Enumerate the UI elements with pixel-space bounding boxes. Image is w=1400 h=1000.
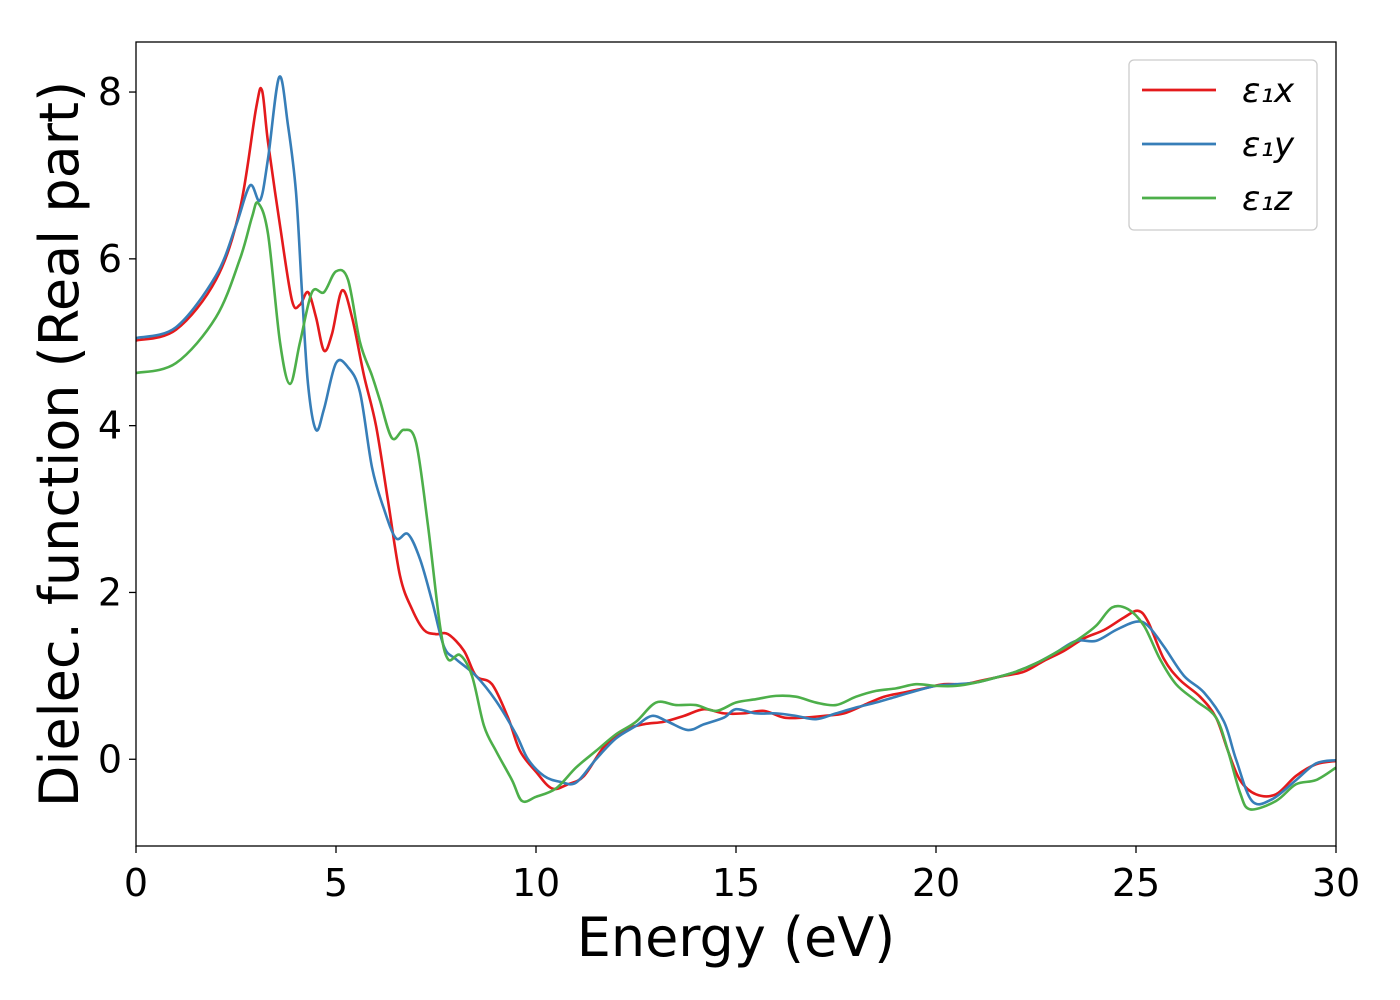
y-tick-label: 4 (98, 404, 122, 448)
legend-label-2: ε₁z (1242, 179, 1293, 219)
y-tick-label: 8 (98, 70, 122, 114)
legend-label-0: ε₁x (1242, 71, 1295, 111)
x-tick-label: 20 (912, 861, 960, 905)
series-line-0 (135, 86, 1337, 798)
x-tick-label: 25 (1112, 861, 1160, 905)
y-tick-label: 0 (98, 737, 122, 781)
x-tick-label: 10 (512, 861, 560, 905)
series-line-1 (135, 75, 1337, 806)
x-axis-title: Energy (eV) (577, 906, 896, 969)
x-tick-label: 30 (1312, 861, 1360, 905)
legend-box (1128, 59, 1318, 231)
x-tick-label: 15 (712, 861, 760, 905)
x-tick-label: 5 (324, 861, 348, 905)
y-tick-label: 2 (98, 570, 122, 614)
legend: ε₁x ε₁y ε₁z (1128, 59, 1318, 231)
y-axis-title: Dielec. function (Real part) (28, 81, 91, 807)
series-line-2 (135, 201, 1337, 811)
x-axis-ticks: 0 5 10 15 20 25 30 (124, 846, 1360, 905)
y-axis-ticks: 0 2 4 6 8 (98, 70, 136, 781)
series-layer (135, 75, 1337, 811)
x-tick-label: 0 (124, 861, 148, 905)
y-tick-label: 6 (98, 237, 122, 281)
legend-label-1: ε₁y (1242, 125, 1295, 165)
